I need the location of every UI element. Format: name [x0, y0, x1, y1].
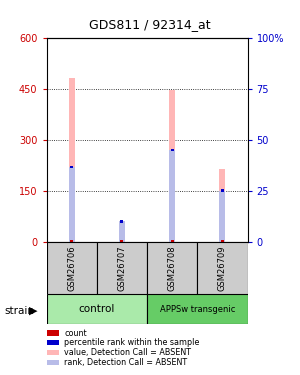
Text: count: count [64, 328, 87, 338]
Bar [197, 242, 248, 294]
Bar [97, 242, 147, 294]
Bar [46, 294, 147, 324]
Text: GDS811 / 92314_at: GDS811 / 92314_at [89, 18, 211, 31]
Bar [219, 169, 225, 242]
Bar [171, 148, 174, 151]
Text: rank, Detection Call = ABSENT: rank, Detection Call = ABSENT [64, 358, 188, 367]
Bar [221, 189, 224, 192]
Bar [169, 90, 175, 242]
Text: strain: strain [4, 306, 34, 315]
Text: APPSw transgenic: APPSw transgenic [160, 305, 235, 314]
Bar [46, 242, 97, 294]
Bar [171, 240, 174, 242]
Bar [120, 240, 123, 242]
Text: GSM26707: GSM26707 [117, 245, 126, 291]
Bar [120, 220, 123, 223]
Bar [147, 242, 197, 294]
Bar [70, 166, 73, 168]
Text: control: control [79, 304, 115, 314]
Bar [70, 240, 73, 242]
Bar [169, 150, 175, 242]
Text: ▶: ▶ [29, 306, 38, 315]
Text: GSM26709: GSM26709 [218, 245, 227, 291]
Text: value, Detection Call = ABSENT: value, Detection Call = ABSENT [64, 348, 191, 357]
Text: percentile rank within the sample: percentile rank within the sample [64, 338, 200, 347]
Bar [69, 167, 75, 242]
Bar [119, 221, 125, 242]
Bar [219, 191, 225, 242]
Text: GSM26706: GSM26706 [67, 245, 76, 291]
Text: GSM26708: GSM26708 [168, 245, 177, 291]
Bar [147, 294, 248, 324]
Bar [69, 78, 75, 242]
Bar [221, 240, 224, 242]
Bar [119, 223, 125, 242]
